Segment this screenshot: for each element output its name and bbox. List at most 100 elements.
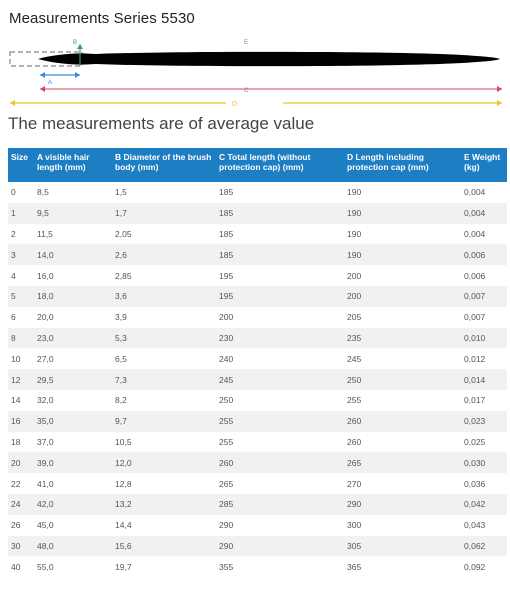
cell-size: 2 — [8, 223, 34, 245]
cell-size: 30 — [8, 535, 34, 557]
cell-weight: 0,004 — [461, 202, 507, 224]
table-row: 10 27,0 6,5 240 245 0,012 — [8, 348, 507, 370]
cell-length-with-cap: 305 — [344, 535, 461, 557]
cell-size: 6 — [8, 306, 34, 328]
cell-body-diameter: 1,5 — [112, 182, 216, 203]
cell-size: 14 — [8, 389, 34, 411]
table-row: 24 42,0 13,2 285 290 0,042 — [8, 493, 507, 515]
table-header-row: Size A visible hair length (mm) B Diamet… — [8, 148, 507, 182]
cell-weight: 0,007 — [461, 285, 507, 307]
header-total-length: C Total length (without protection cap) … — [216, 148, 344, 182]
header-length-with-cap: D Length including protection cap (mm) — [344, 148, 461, 182]
cell-body-diameter: 3,6 — [112, 285, 216, 307]
cell-size: 18 — [8, 431, 34, 453]
cell-hair-length: 23,0 — [34, 327, 112, 349]
cell-body-diameter: 19,7 — [112, 556, 216, 578]
cell-size: 16 — [8, 410, 34, 432]
cell-length-with-cap: 365 — [344, 556, 461, 578]
cell-hair-length: 32,0 — [34, 389, 112, 411]
table-row: 16 35,0 9,7 255 260 0,023 — [8, 410, 507, 432]
cell-body-diameter: 9,7 — [112, 410, 216, 432]
cell-length-with-cap: 235 — [344, 327, 461, 349]
label-d: D — [232, 101, 237, 108]
table-row: 4 16,0 2,85 195 200 0,006 — [8, 265, 507, 286]
cell-weight: 0,042 — [461, 493, 507, 515]
label-b: B — [73, 40, 77, 46]
table-row: 30 48,0 15,6 290 305 0,062 — [8, 535, 507, 557]
cell-weight: 0,043 — [461, 514, 507, 536]
cell-length-with-cap: 300 — [344, 514, 461, 536]
cell-total-length: 265 — [216, 473, 344, 494]
cell-length-with-cap: 260 — [344, 431, 461, 453]
cell-body-diameter: 10,5 — [112, 431, 216, 453]
brush-silhouette — [38, 51, 500, 67]
cell-body-diameter: 12,0 — [112, 452, 216, 474]
cell-size: 12 — [8, 369, 34, 390]
dimension-d-arrow-right — [497, 100, 502, 106]
table-row: 5 18,0 3,6 195 200 0,007 — [8, 285, 507, 307]
cell-weight: 0,030 — [461, 452, 507, 474]
cell-hair-length: 41,0 — [34, 473, 112, 494]
cell-size: 4 — [8, 265, 34, 286]
cell-total-length: 185 — [216, 182, 344, 203]
cell-weight: 0,036 — [461, 473, 507, 494]
cell-weight: 0,014 — [461, 369, 507, 390]
cell-size: 1 — [8, 202, 34, 224]
cell-hair-length: 8,5 — [34, 182, 112, 203]
table-row: 26 45,0 14,4 290 300 0,043 — [8, 514, 507, 536]
cell-hair-length: 27,0 — [34, 348, 112, 370]
cell-body-diameter: 15,6 — [112, 535, 216, 557]
label-a: A — [48, 80, 52, 86]
cell-size: 24 — [8, 493, 34, 515]
cell-body-diameter: 14,4 — [112, 514, 216, 536]
table-row: 3 14,0 2,6 185 190 0,006 — [8, 244, 507, 266]
cell-size: 26 — [8, 514, 34, 536]
brush-dimension-diagram: B E A C D — [9, 40, 502, 108]
table-row: 1 9,5 1,7 185 190 0,004 — [8, 202, 507, 224]
table-row: 18 37,0 10,5 255 260 0,025 — [8, 431, 507, 453]
cell-weight: 0,017 — [461, 389, 507, 411]
cell-hair-length: 14,0 — [34, 244, 112, 266]
cell-body-diameter: 12,8 — [112, 473, 216, 494]
cell-weight: 0,006 — [461, 244, 507, 266]
measurements-table: Size A visible hair length (mm) B Diamet… — [8, 148, 507, 578]
cell-total-length: 355 — [216, 556, 344, 578]
cell-length-with-cap: 190 — [344, 182, 461, 203]
cell-size: 8 — [8, 327, 34, 349]
cell-hair-length: 48,0 — [34, 535, 112, 557]
header-weight: E Weight (kg) — [461, 148, 507, 182]
cell-hair-length: 42,0 — [34, 493, 112, 515]
cell-length-with-cap: 190 — [344, 202, 461, 224]
cell-length-with-cap: 190 — [344, 244, 461, 266]
cell-weight: 0,012 — [461, 348, 507, 370]
cell-size: 40 — [8, 556, 34, 578]
cell-hair-length: 16,0 — [34, 265, 112, 286]
cell-length-with-cap: 190 — [344, 223, 461, 245]
cell-size: 0 — [8, 182, 34, 203]
table-row: 6 20,0 3,9 200 205 0,007 — [8, 306, 507, 328]
cell-length-with-cap: 260 — [344, 410, 461, 432]
cell-size: 3 — [8, 244, 34, 266]
cell-weight: 0,007 — [461, 306, 507, 328]
cell-body-diameter: 2,6 — [112, 244, 216, 266]
cell-total-length: 290 — [216, 514, 344, 536]
cell-weight: 0,006 — [461, 265, 507, 286]
cell-hair-length: 20,0 — [34, 306, 112, 328]
cell-length-with-cap: 250 — [344, 369, 461, 390]
cell-hair-length: 9,5 — [34, 202, 112, 224]
cell-total-length: 245 — [216, 369, 344, 390]
table-row: 0 8,5 1,5 185 190 0,004 — [8, 182, 507, 203]
table-row: 40 55,0 19,7 355 365 0,092 — [8, 556, 507, 578]
cell-hair-length: 37,0 — [34, 431, 112, 453]
cell-total-length: 195 — [216, 265, 344, 286]
cell-total-length: 240 — [216, 348, 344, 370]
cell-weight: 0,004 — [461, 182, 507, 203]
cell-length-with-cap: 200 — [344, 265, 461, 286]
cell-hair-length: 45,0 — [34, 514, 112, 536]
cell-weight: 0,062 — [461, 535, 507, 557]
header-body-diameter: B Diameter of the brush body (mm) — [112, 148, 216, 182]
table-row: 2 11,5 2,05 185 190 0,004 — [8, 223, 507, 245]
table-row: 12 29,5 7,3 245 250 0,014 — [8, 369, 507, 390]
page-subtitle: The measurements are of average value — [8, 114, 315, 133]
cell-length-with-cap: 265 — [344, 452, 461, 474]
